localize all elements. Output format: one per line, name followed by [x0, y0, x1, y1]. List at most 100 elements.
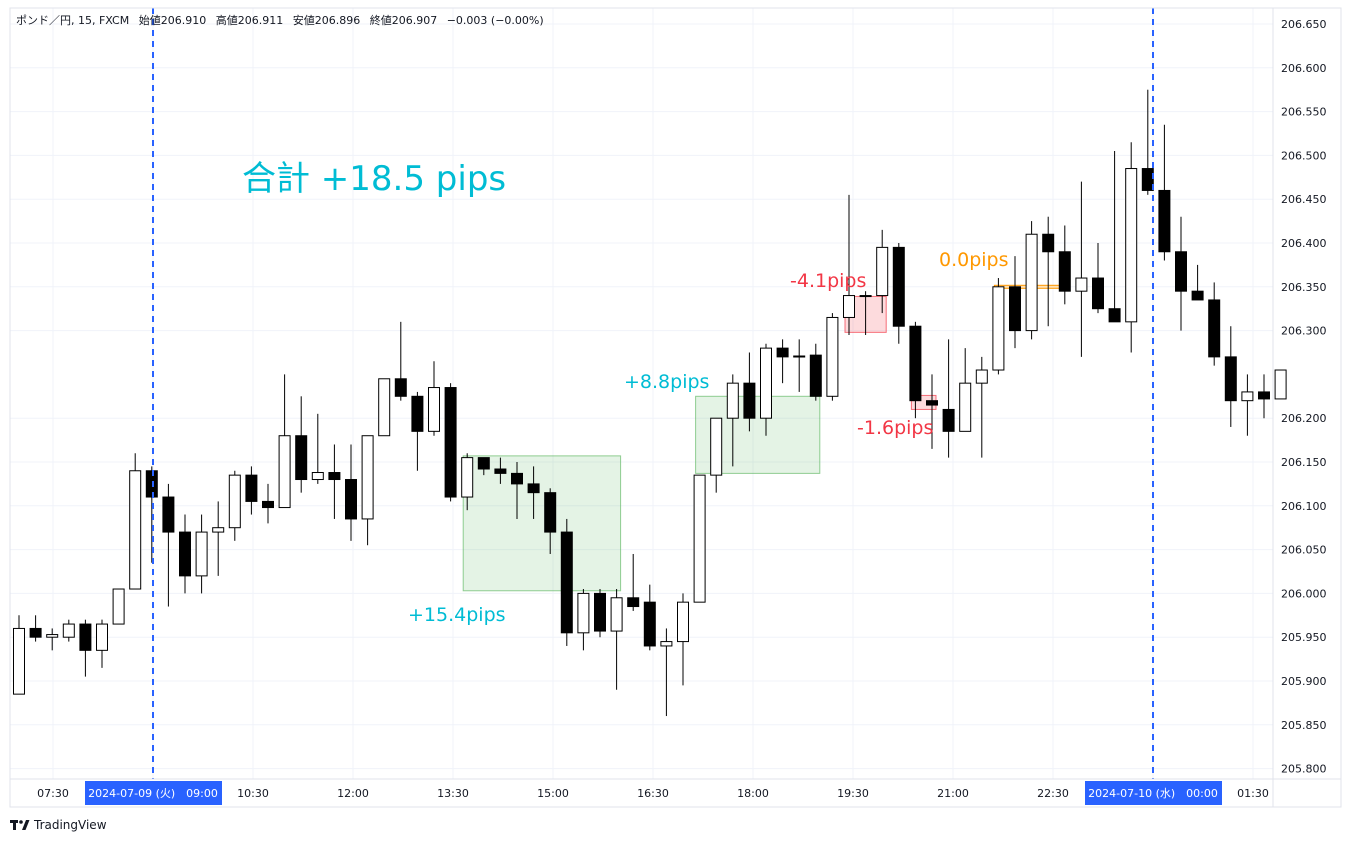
candle-body-up	[1025, 233, 1038, 332]
candle	[511, 462, 523, 519]
candle-body-down	[79, 623, 92, 651]
y-tick-label: 206.000	[1281, 587, 1327, 600]
candle-body-up	[610, 597, 623, 632]
y-tick-label: 205.900	[1281, 675, 1327, 688]
y-tick-label: 206.450	[1281, 193, 1327, 206]
candle	[527, 466, 540, 519]
candle-body-down	[909, 325, 922, 402]
candle	[411, 391, 424, 471]
candle	[494, 457, 507, 484]
candle	[345, 444, 357, 541]
candle	[195, 514, 208, 594]
candle	[477, 457, 490, 476]
candle-body-down	[1108, 308, 1121, 323]
candle-body-down	[179, 531, 191, 577]
candle-body-up	[96, 623, 108, 651]
candle	[776, 339, 789, 384]
candle	[1009, 256, 1021, 349]
candle-body-down	[494, 468, 507, 474]
y-tick-label: 205.950	[1281, 631, 1327, 644]
x-tick-label: 18:00	[737, 787, 769, 800]
candle	[743, 352, 756, 432]
y-tick-label: 206.350	[1281, 281, 1327, 294]
candle	[461, 453, 474, 511]
candle-body-up	[710, 417, 723, 476]
x-tick-label: 15:00	[537, 787, 569, 800]
candle-body-up	[378, 378, 391, 437]
candle-body-down	[544, 492, 557, 533]
candle-body-down	[1191, 290, 1204, 301]
candle	[926, 374, 938, 449]
candle-body-up	[876, 246, 889, 297]
x-tick-label: 16:30	[637, 787, 669, 800]
candle	[1158, 124, 1171, 261]
y-tick-label: 206.100	[1281, 500, 1327, 513]
candle	[942, 339, 955, 458]
candle-body-down	[162, 496, 175, 533]
y-tick-label: 205.850	[1281, 719, 1327, 732]
candle	[660, 628, 673, 717]
candle-body-up	[1241, 391, 1254, 402]
candle	[843, 194, 855, 335]
candle-body-down	[643, 601, 656, 647]
candle-body-down	[511, 472, 523, 485]
candle	[1058, 225, 1071, 305]
candle-body-down	[1141, 168, 1154, 191]
candle-body-up	[62, 623, 75, 638]
candle-body-down	[1009, 286, 1021, 332]
x-tick-label: 21:00	[937, 787, 969, 800]
candle	[228, 470, 241, 541]
candle-body-up	[693, 474, 706, 603]
candles	[13, 89, 1287, 717]
candle-body-up	[461, 457, 474, 498]
candle	[959, 348, 972, 432]
candle	[1125, 142, 1138, 353]
candle-body-down	[1258, 391, 1270, 400]
x-tick-highlight	[1085, 781, 1222, 805]
candle	[1191, 264, 1204, 301]
candle	[179, 514, 191, 594]
candle-body-up	[959, 382, 972, 432]
candle-body-up	[1075, 277, 1088, 292]
candle-body-down	[776, 347, 789, 358]
candle	[1108, 151, 1121, 323]
candle	[1241, 374, 1254, 436]
candle-body-down	[1092, 277, 1104, 310]
candle-body-down	[1158, 189, 1171, 253]
candle-body-up	[660, 641, 673, 647]
candle-body-up	[1125, 168, 1138, 323]
x-tick-label: 22:30	[1037, 787, 1069, 800]
candle	[162, 483, 175, 607]
trade-pips-label: -1.6pips	[857, 417, 933, 439]
candle-body-down	[477, 457, 490, 470]
candle-body-down	[859, 295, 872, 298]
candle	[46, 628, 59, 651]
y-tick-label: 206.200	[1281, 412, 1327, 425]
candle-body-down	[892, 246, 905, 327]
candle-body-up	[13, 627, 25, 695]
candle-body-up	[1274, 369, 1287, 400]
candle-body-up	[195, 531, 208, 577]
candle	[245, 466, 258, 515]
candle	[29, 615, 42, 642]
candle-body-up	[278, 435, 291, 509]
symbol-label[interactable]: ポンド／円, 15, FXCM	[16, 14, 130, 27]
x-tick-label: 19:30	[837, 787, 869, 800]
candle	[13, 615, 25, 695]
candle	[1224, 326, 1237, 427]
x-tick-label: 2024-07-10 (水) 00:00	[1088, 787, 1218, 800]
candle-body-up	[129, 470, 142, 590]
candle-body-down	[411, 395, 424, 432]
candle	[544, 488, 557, 554]
candle-body-up	[843, 295, 855, 318]
candle	[394, 321, 407, 401]
total-pips-label: 合計 +18.5 pips	[242, 159, 506, 199]
y-tick-label: 206.400	[1281, 237, 1327, 250]
candle-body-up	[428, 387, 440, 432]
candle	[809, 343, 822, 401]
x-tick-highlight	[85, 781, 222, 805]
tradingview-logo[interactable]: TradingView	[10, 818, 107, 832]
candle-body-down	[527, 483, 540, 494]
brand-label: TradingView	[34, 818, 107, 832]
